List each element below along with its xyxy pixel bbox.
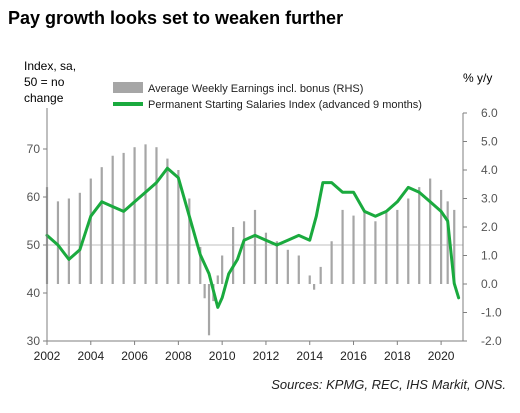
x-tick-label: 2010 xyxy=(209,349,236,363)
awe-bar xyxy=(352,215,355,284)
left-axis-label-line: Index, sa, xyxy=(24,59,76,73)
source-note: Sources: KPMG, REC, IHS Markit, ONS. xyxy=(271,377,506,392)
x-tick-label: 2008 xyxy=(165,349,192,363)
awe-bar xyxy=(446,201,449,284)
awe-bar xyxy=(253,209,257,284)
awe-bar xyxy=(216,275,219,284)
right-tick-label: 1.0 xyxy=(481,249,498,263)
left-axis-label-line: 50 = no xyxy=(24,75,65,89)
awe-bar xyxy=(188,198,191,284)
x-tick-label: 2002 xyxy=(34,349,61,363)
awe-bar xyxy=(56,201,60,284)
awe-bar xyxy=(308,275,311,284)
awe-bar xyxy=(221,255,224,284)
pssi-line xyxy=(45,166,461,309)
awe-bar xyxy=(264,232,268,284)
right-tick-label: 2.0 xyxy=(481,220,498,234)
right-tick-label: 5.0 xyxy=(481,135,498,149)
awe-bar xyxy=(232,227,235,284)
x-tick-label: 2020 xyxy=(428,349,455,363)
right-axis-label: % y/y xyxy=(463,71,492,85)
right-tick-label: -2.0 xyxy=(481,334,502,348)
left-axis-label-line: change xyxy=(24,91,64,105)
left-tick-label: 40 xyxy=(27,286,41,300)
awe-bar xyxy=(440,189,443,284)
awe-bar xyxy=(418,187,421,284)
awe-bar xyxy=(319,266,322,284)
awe-bar xyxy=(100,167,103,284)
right-tick-label: 3.0 xyxy=(481,192,498,206)
awe-bar xyxy=(122,152,125,284)
awe-bar xyxy=(407,198,410,284)
left-tick-label: 70 xyxy=(27,142,41,156)
awe-bar xyxy=(374,221,377,284)
awe-bar xyxy=(144,144,147,284)
awe-bar xyxy=(203,284,206,299)
right-tick-label: -1.0 xyxy=(481,306,502,320)
x-tick-label: 2014 xyxy=(296,349,323,363)
awe-bar xyxy=(78,192,81,284)
x-tick-label: 2012 xyxy=(253,349,280,363)
left-tick-label: 30 xyxy=(27,334,41,348)
left-tick-label: 50 xyxy=(27,238,41,252)
awe-bar xyxy=(453,209,456,284)
right-tick-label: 4.0 xyxy=(481,163,498,177)
awe-bar xyxy=(385,212,388,284)
awe-bar xyxy=(275,241,278,284)
left-tick-label: 60 xyxy=(27,190,41,204)
awe-bar xyxy=(155,147,158,284)
awe-bar xyxy=(297,255,300,284)
awe-bar xyxy=(133,147,136,284)
right-tick-label: 6.0 xyxy=(481,106,498,120)
x-tick-label: 2006 xyxy=(121,349,148,363)
x-tick-label: 2004 xyxy=(77,349,104,363)
awe-bar xyxy=(429,178,432,284)
awe-bar xyxy=(111,155,114,284)
awe-bar xyxy=(313,284,316,290)
awe-bar xyxy=(177,170,180,284)
awe-bar xyxy=(396,209,399,284)
x-tick-label: 2018 xyxy=(384,349,411,363)
awe-bar xyxy=(330,241,333,284)
awe-bar xyxy=(363,209,366,284)
right-tick-label: 0.0 xyxy=(481,277,498,291)
chart-title: Pay growth looks set to weaken further xyxy=(8,8,343,28)
awe-bar xyxy=(207,284,211,336)
awe-bar xyxy=(67,198,70,284)
awe-bar xyxy=(242,221,246,284)
awe-bar xyxy=(286,249,289,284)
legend-label-pssi: Permanent Starting Salaries Index (advan… xyxy=(148,99,422,111)
awe-bar xyxy=(341,209,344,284)
legend-swatch-awe xyxy=(113,82,143,93)
awe-bar xyxy=(89,178,92,284)
awe-bar xyxy=(166,158,169,284)
x-tick-label: 2016 xyxy=(340,349,367,363)
awe-bar xyxy=(199,246,202,284)
legend-label-awe: Average Weekly Earnings incl. bonus (RHS… xyxy=(148,83,363,95)
